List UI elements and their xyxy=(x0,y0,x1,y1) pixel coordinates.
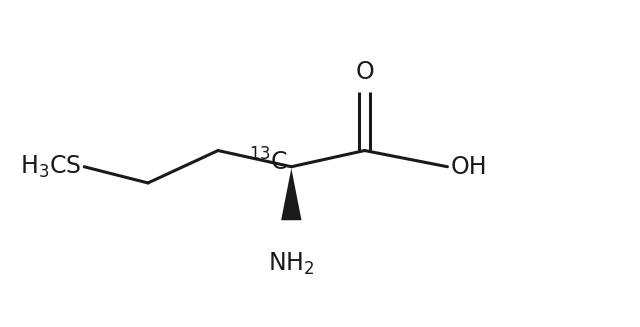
Text: $\mathregular{H_3CS}$: $\mathregular{H_3CS}$ xyxy=(20,154,81,180)
Text: $\mathregular{NH_2}$: $\mathregular{NH_2}$ xyxy=(268,251,315,277)
Text: $^{13}$C: $^{13}$C xyxy=(249,148,288,176)
Text: OH: OH xyxy=(451,155,487,179)
Text: O: O xyxy=(355,60,374,84)
Polygon shape xyxy=(281,168,301,220)
